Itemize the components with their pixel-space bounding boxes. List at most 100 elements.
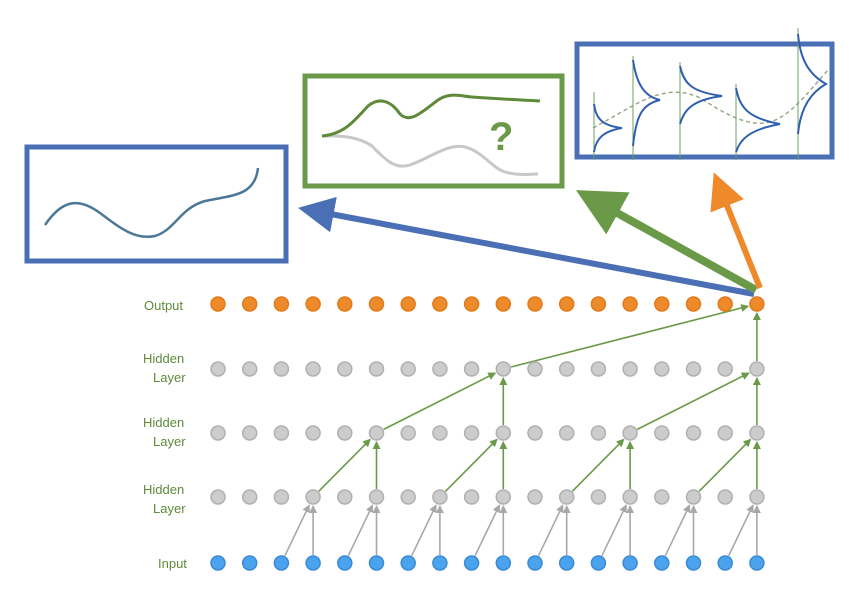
hidden-node — [463, 489, 480, 505]
hidden-node — [495, 489, 512, 505]
output-node — [368, 296, 385, 312]
input-node — [337, 555, 353, 571]
hidden-node — [654, 489, 670, 505]
hidden-node — [685, 489, 702, 505]
input-node — [654, 555, 670, 571]
output-node — [463, 296, 480, 312]
connection-edge — [318, 438, 371, 492]
forecast-panel-distribution — [574, 28, 835, 160]
hidden-node — [749, 425, 765, 441]
distribution-curve-3 — [679, 65, 723, 125]
label-hidden-1-bottom: Layer — [153, 370, 186, 385]
hidden-node — [717, 361, 733, 377]
hidden-node — [273, 425, 290, 441]
input-node — [241, 555, 258, 571]
green-frame — [302, 73, 565, 189]
dashed-mean-curve — [592, 69, 829, 129]
network-nodes — [210, 296, 765, 571]
gray-curve — [321, 134, 539, 176]
connection-edge — [698, 438, 752, 492]
hidden-node — [527, 425, 543, 441]
hidden-node — [337, 425, 353, 441]
green-arrow — [576, 190, 758, 294]
hidden-node — [590, 489, 607, 505]
hidden-node — [527, 361, 543, 377]
hidden-node — [558, 489, 575, 505]
input-node — [463, 555, 480, 571]
label-output: Output — [144, 298, 183, 313]
input-node — [400, 555, 416, 571]
hidden-node — [400, 425, 416, 441]
output-node — [590, 296, 607, 312]
output-node — [273, 296, 290, 312]
hidden-node — [495, 361, 512, 377]
connection-edge — [664, 504, 691, 557]
label-hidden-1-top: Hidden — [143, 351, 184, 366]
input-node — [368, 555, 385, 571]
distribution-curve-5 — [797, 33, 829, 135]
blue-arrow — [298, 196, 755, 297]
connection-edge — [636, 372, 750, 431]
connection-edge — [510, 304, 750, 368]
hidden-node — [495, 425, 512, 441]
hidden-node — [654, 361, 670, 377]
hidden-node — [368, 489, 385, 505]
hidden-node — [241, 425, 258, 441]
label-hidden-3-bottom: Layer — [153, 501, 186, 516]
hidden-node — [400, 361, 416, 377]
input-node — [558, 555, 575, 571]
forecast-panel-curve — [24, 144, 289, 264]
hidden-node — [305, 489, 321, 505]
output-node — [527, 296, 543, 312]
output-node — [432, 296, 448, 312]
hidden-node — [400, 489, 416, 505]
hidden-node — [749, 361, 765, 377]
output-node — [400, 296, 416, 312]
hidden-node — [717, 425, 733, 441]
input-node — [717, 555, 733, 571]
hidden-node — [305, 425, 321, 441]
distribution-curve-1 — [593, 103, 623, 153]
connection-edge — [383, 372, 497, 431]
input-node — [622, 555, 638, 571]
input-node — [305, 555, 321, 571]
connections — [284, 304, 761, 557]
hidden-node — [558, 425, 575, 441]
hidden-node — [241, 489, 258, 505]
hidden-node — [337, 361, 353, 377]
hidden-node — [432, 361, 448, 377]
label-hidden-2-top: Hidden — [143, 415, 184, 430]
hidden-node — [210, 361, 226, 377]
hidden-node — [622, 425, 638, 441]
input-node — [685, 555, 702, 571]
hidden-node — [273, 361, 290, 377]
output-node — [305, 296, 321, 312]
connection-edge — [727, 504, 754, 557]
output-node — [717, 296, 733, 312]
input-node — [432, 555, 448, 571]
hidden-node — [368, 361, 385, 377]
input-node — [273, 555, 290, 571]
output-node — [749, 296, 765, 312]
hidden-node — [654, 425, 670, 441]
connection-edge — [410, 504, 437, 557]
hidden-node — [590, 425, 607, 441]
label-hidden-3-top: Hidden — [143, 482, 184, 497]
hidden-node — [622, 489, 638, 505]
output-node — [337, 296, 353, 312]
connection-edge — [444, 438, 498, 492]
connection-edge — [601, 504, 627, 557]
hidden-node — [622, 361, 638, 377]
question-mark: ? — [489, 115, 513, 159]
label-hidden-2-bottom: Layer — [153, 434, 186, 449]
connection-edge — [537, 504, 564, 557]
connection-edge — [474, 504, 501, 557]
hidden-node — [368, 425, 385, 441]
hidden-node — [527, 489, 543, 505]
output-node — [654, 296, 670, 312]
label-input: Input — [158, 556, 187, 571]
input-node — [495, 555, 512, 571]
green-curve — [321, 93, 541, 138]
output-node — [241, 296, 258, 312]
